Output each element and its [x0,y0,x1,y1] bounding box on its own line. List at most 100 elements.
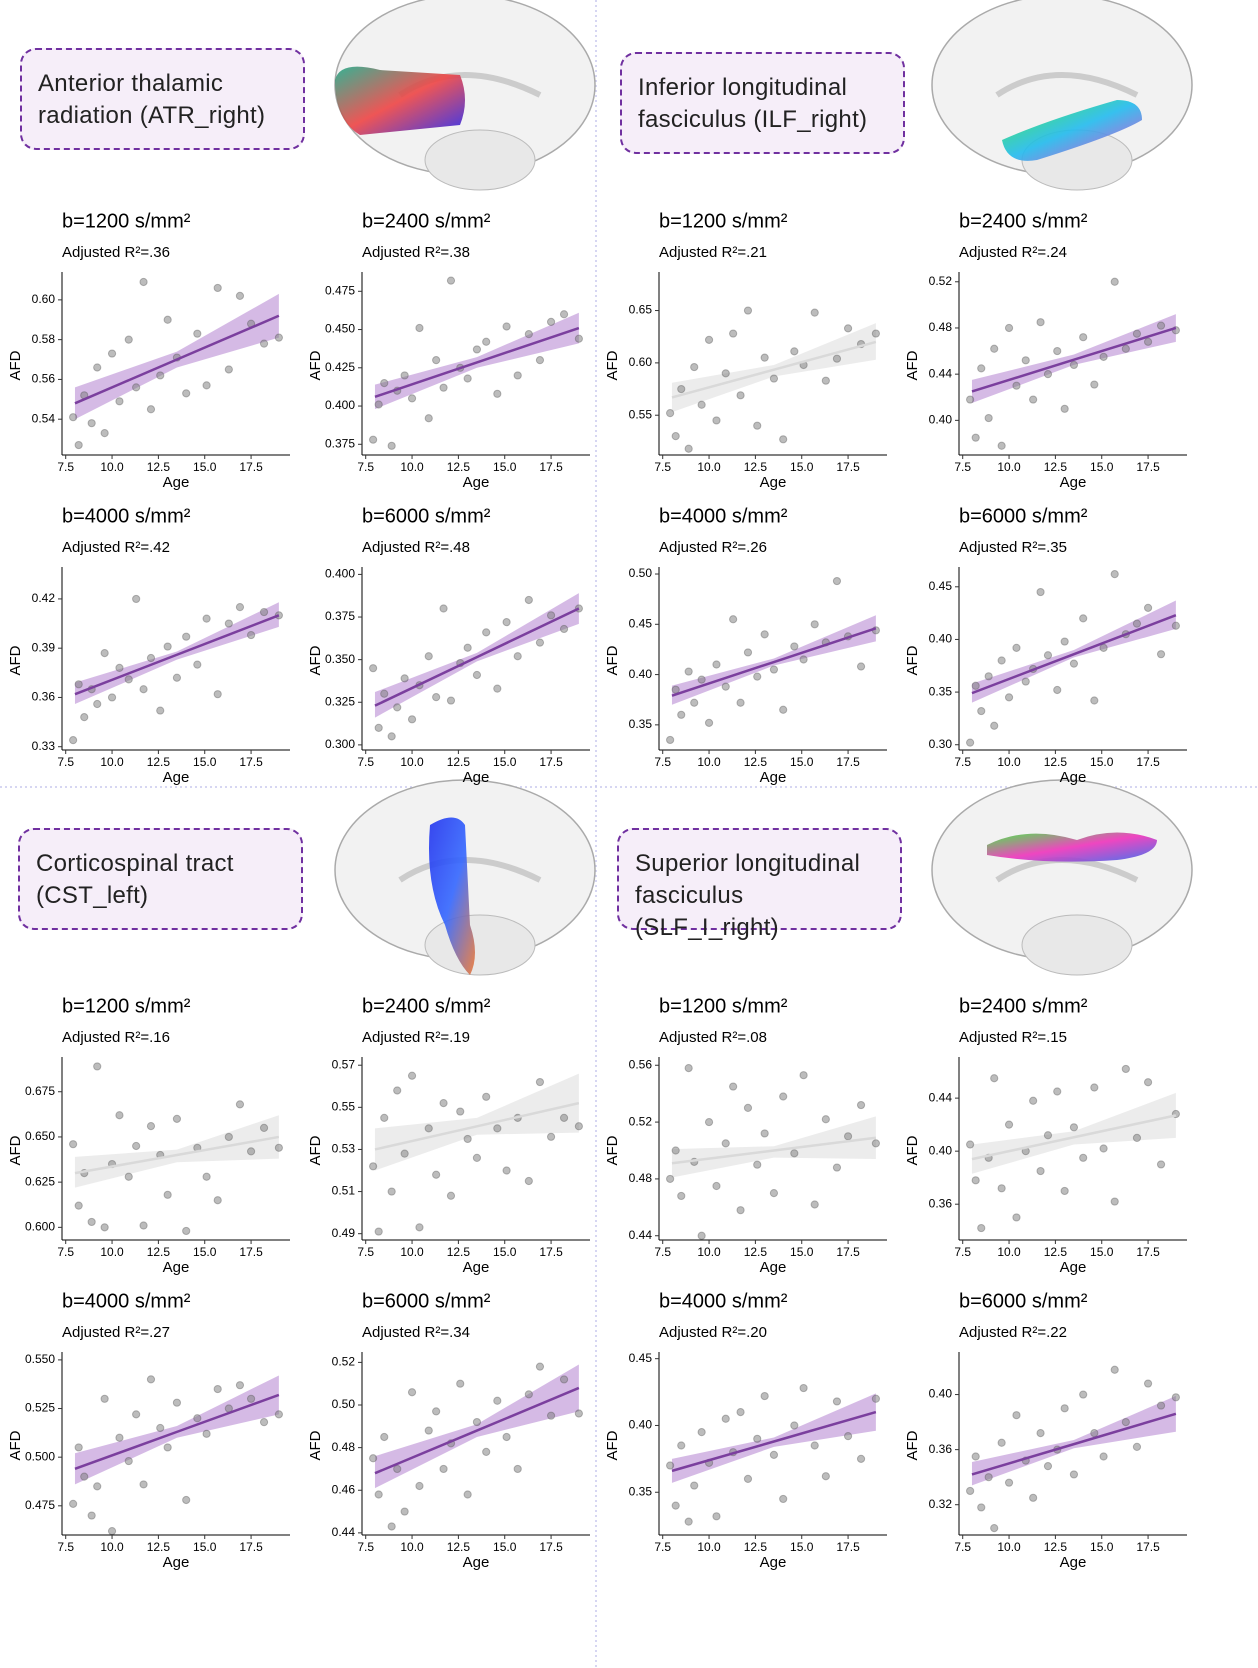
data-point [74,440,83,450]
data-point [69,1140,78,1149]
data-point [1099,1144,1108,1153]
data-point [1099,1452,1108,1461]
data-point [424,1124,433,1133]
x-axis-label: Age [163,474,190,491]
data-point [163,642,172,651]
data-point [1090,1083,1099,1092]
y-axis-label: AFD [7,645,24,675]
y-tick-label: 0.36 [929,1442,953,1456]
x-tick-label: 12.5 [1044,755,1068,769]
x-tick-label: 12.5 [744,755,768,769]
data-point [374,400,383,409]
data-point [1021,356,1030,365]
x-tick-label: 12.5 [1044,1245,1068,1259]
data-point [400,1507,409,1516]
x-tick-label: 10.0 [400,460,424,474]
data-point [779,705,788,714]
data-point [743,648,753,657]
data-point [115,663,124,672]
data-point [139,1221,148,1230]
data-point [213,690,222,699]
x-tick-label: 10.0 [100,460,124,474]
fit-line [971,614,1177,695]
data-point [172,1114,182,1123]
data-point [966,1140,975,1149]
tract [429,817,475,975]
data-point [743,306,753,315]
x-axis-label: Age [163,1554,190,1571]
data-point [524,1390,533,1399]
data-point [1036,318,1045,327]
data-point [463,374,472,383]
data-point [721,1414,730,1423]
data-point [769,1189,779,1198]
x-tick-label: 12.5 [147,1245,171,1259]
chart-title: b=2400 s/mm² [362,210,491,232]
data-point [124,1456,133,1466]
y-tick-label: 0.375 [325,609,355,623]
data-point [1021,677,1030,686]
data-point [769,1450,779,1459]
brain-image [334,779,596,976]
y-tick-label: 0.52 [332,1355,356,1369]
confidence-band [74,1115,279,1188]
y-tick-label: 0.54 [32,411,56,425]
confidence-band [74,1375,279,1485]
y-axis-label: AFD [604,350,621,380]
y-tick-label: 0.44 [929,1090,953,1104]
y-tick-label: 0.51 [332,1184,356,1198]
data-point [736,1408,745,1417]
data-point [712,416,721,425]
data-point [224,1132,233,1142]
data-point [1079,1153,1088,1162]
y-tick-label: 0.50 [629,566,653,580]
data-point [146,1375,156,1384]
tract [987,832,1157,862]
y-tick-label: 0.50 [332,1397,356,1411]
x-tick-label: 17.5 [539,755,563,769]
data-point [1053,685,1062,695]
data-point [432,693,441,702]
x-tick-label: 17.5 [1136,1540,1160,1554]
data-point [856,1100,866,1110]
data-point [677,384,686,394]
data-point [690,698,699,707]
data-point [677,1191,686,1201]
data-point [100,1394,109,1403]
data-point [559,1113,569,1122]
data-point [472,345,482,354]
data-point [1069,360,1079,370]
data-point [107,1527,117,1536]
chart-title: b=6000 s/mm² [362,505,491,527]
data-point [690,1481,699,1490]
data-point [87,1217,96,1227]
chart-title: b=1200 s/mm² [62,995,191,1017]
y-axis-label: AFD [7,1430,24,1460]
x-axis-label: Age [163,769,190,786]
y-tick-label: 0.450 [325,322,355,336]
data-point [213,1196,222,1205]
data-point [1143,603,1153,612]
data-point [393,703,402,712]
data-point [235,603,245,612]
data-point [1079,333,1088,342]
data-point [721,682,730,691]
x-tick-label: 15.0 [1090,1245,1114,1259]
x-axis-label: Age [1060,474,1087,491]
data-point [1060,1186,1069,1196]
x-tick-label: 10.0 [697,755,721,769]
data-point [524,1176,533,1186]
data-point [432,356,441,365]
data-point [535,1077,545,1087]
data-point [871,329,880,338]
confidence-band [374,593,579,718]
data-point [1053,1087,1062,1096]
confidence-band [971,600,1176,703]
x-tick-label: 12.5 [744,1540,768,1554]
data-point [990,1524,999,1533]
x-axis-label: Age [1060,769,1087,786]
y-tick-label: 0.60 [629,355,653,369]
data-point [736,1206,745,1215]
data-point [107,693,117,702]
x-tick-label: 17.5 [836,1540,860,1554]
